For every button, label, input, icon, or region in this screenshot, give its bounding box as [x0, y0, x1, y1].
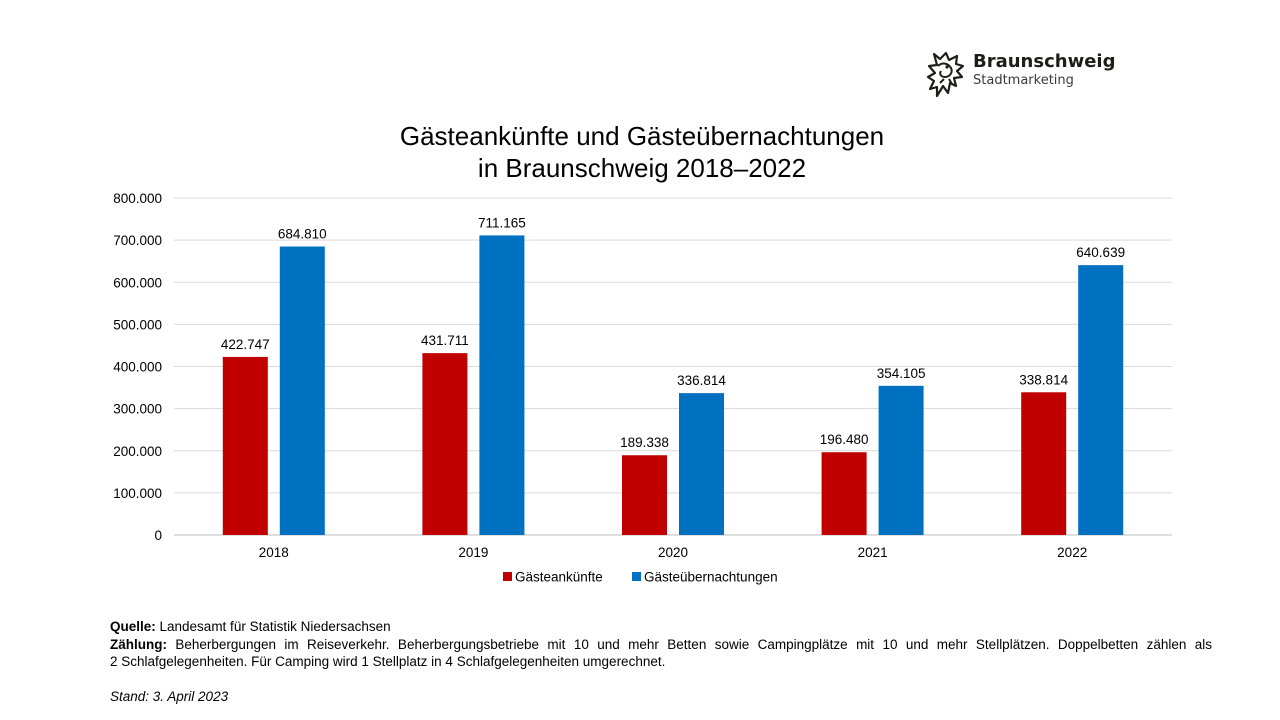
- bar-arrivals: [821, 452, 867, 535]
- y-tick-label: 500.000: [113, 317, 162, 332]
- count-label: Zählung:: [110, 637, 167, 652]
- legend-swatch: [632, 572, 641, 581]
- legend-label: Gästeübernachtungen: [644, 570, 778, 585]
- y-tick-label: 700.000: [113, 233, 162, 248]
- data-label: 354.105: [877, 366, 926, 381]
- bar-arrivals: [1021, 392, 1067, 535]
- bar-overnight-stays: [1078, 265, 1124, 535]
- source-text: Landesamt für Statistik Niedersachsen: [155, 619, 391, 634]
- chart-title-line-1: Gästeankünfte und Gästeübernachtungen: [399, 121, 885, 151]
- data-label: 431.711: [421, 333, 469, 348]
- brand-logo: Braunschweig Stadtmarketing: [926, 50, 1116, 102]
- legend-swatch: [503, 572, 512, 581]
- count-text-1: Beherbergungen im Reiseverkehr. Beherber…: [167, 637, 1212, 652]
- lion-logo-icon: [926, 51, 965, 98]
- bar-overnight-stays: [878, 385, 924, 535]
- logo-title: Braunschweig: [973, 51, 1116, 72]
- bar-arrivals: [422, 353, 468, 535]
- bar-overnight-stays: [679, 393, 724, 535]
- count-note-line-1: Zählung: Beherbergungen im Reiseverkehr.…: [110, 636, 1212, 653]
- y-tick-label: 0: [154, 528, 162, 543]
- data-label: 336.814: [677, 373, 726, 388]
- x-tick-label: 2021: [858, 545, 888, 560]
- x-tick-label: 2022: [1057, 545, 1087, 560]
- data-label: 422.747: [221, 337, 270, 352]
- bar-overnight-stays: [479, 235, 525, 535]
- data-label: 640.639: [1076, 245, 1125, 260]
- legend-label: Gästeankünfte: [515, 570, 603, 585]
- x-tick-label: 2020: [658, 545, 688, 560]
- y-tick-label: 800.000: [113, 191, 162, 206]
- source-label: Quelle:: [110, 619, 156, 634]
- count-note-line-2: 2 Schlafgelegenheiten. Für Camping wird …: [110, 654, 666, 669]
- y-tick-label: 400.000: [113, 360, 162, 375]
- data-label: 189.338: [620, 435, 669, 450]
- y-tick-label: 100.000: [113, 486, 162, 501]
- source-note: Quelle: Landesamt für Statistik Niedersa…: [110, 618, 391, 635]
- bar-overnight-stays: [279, 246, 325, 535]
- y-tick-label: 200.000: [113, 444, 162, 459]
- date-note: Stand: 3. April 2023: [110, 689, 229, 704]
- y-tick-label: 300.000: [113, 402, 162, 417]
- chart-title-line-2: in Braunschweig 2018–2022: [477, 153, 807, 183]
- x-tick-label: 2018: [259, 545, 289, 560]
- data-label: 196.480: [820, 432, 869, 447]
- x-tick-label: 2019: [458, 545, 488, 560]
- bar-arrivals: [622, 455, 667, 535]
- logo-subtitle: Stadtmarketing: [973, 73, 1074, 88]
- data-label: 338.814: [1019, 372, 1068, 387]
- y-tick-label: 600.000: [113, 275, 162, 290]
- bar-arrivals: [222, 356, 268, 535]
- data-label: 684.810: [278, 227, 327, 242]
- data-label: 711.165: [478, 215, 526, 230]
